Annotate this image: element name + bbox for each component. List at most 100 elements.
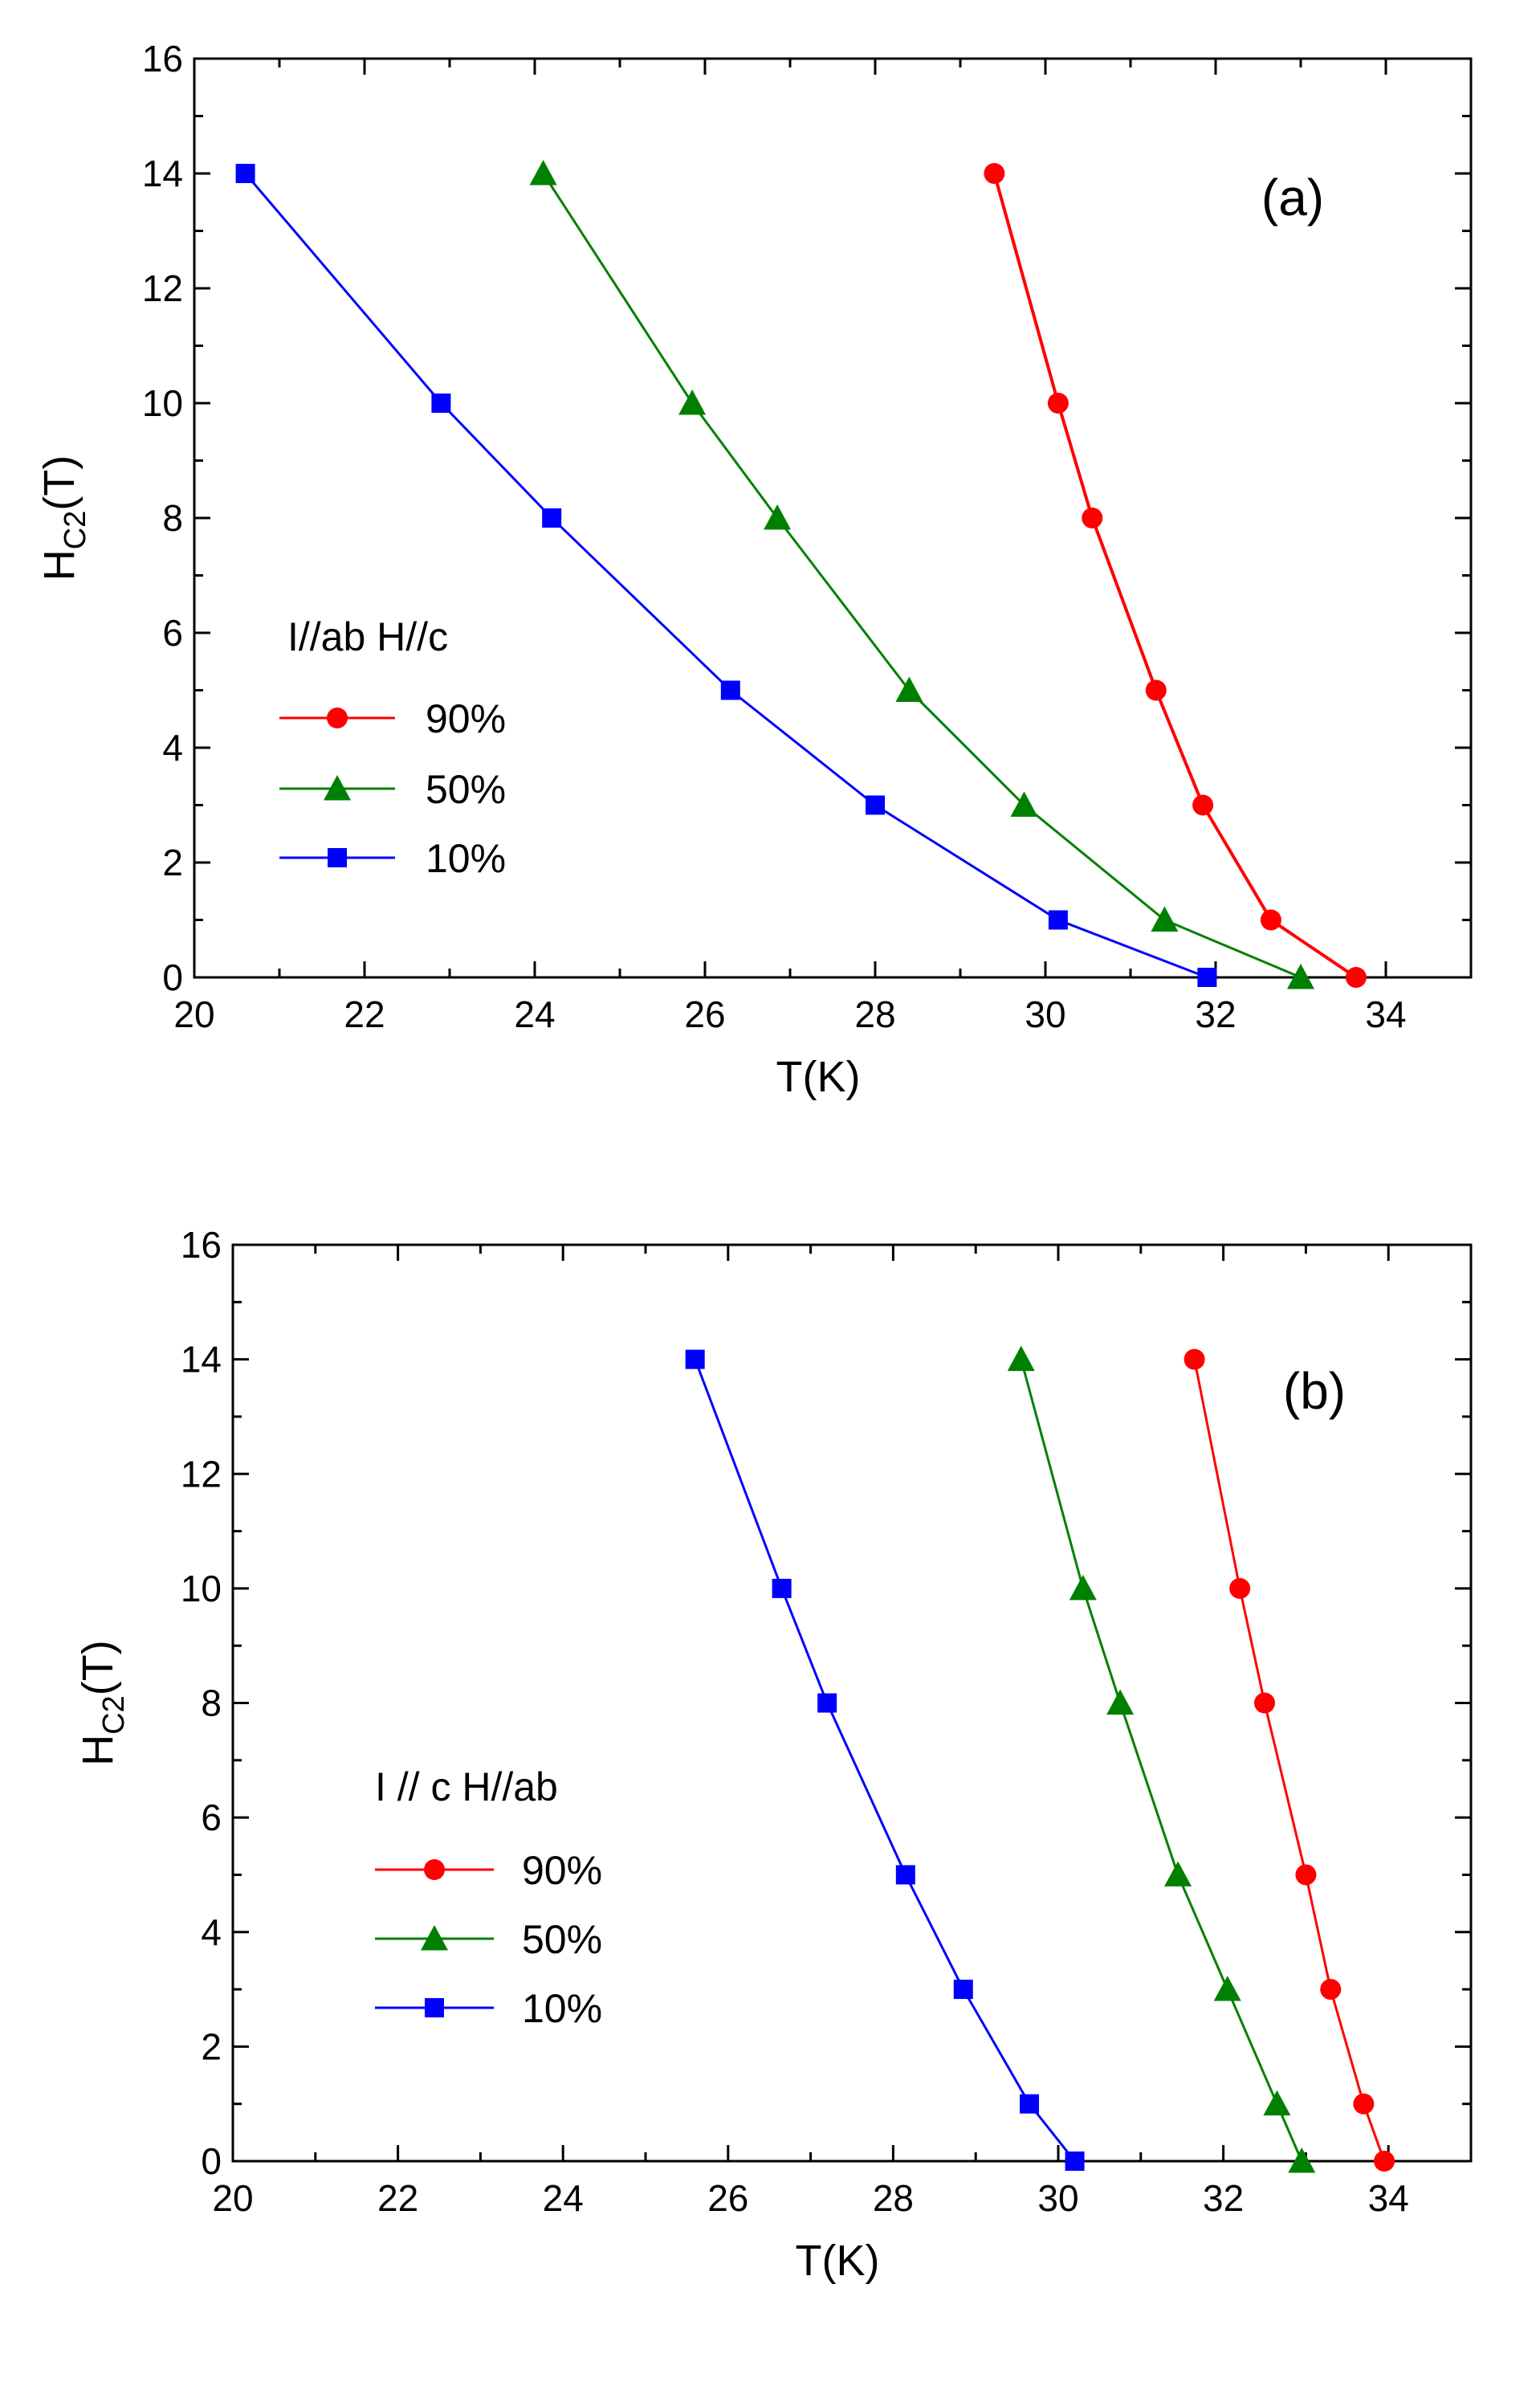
- legend-marker: [328, 848, 347, 867]
- y-tick-label: 12: [181, 1453, 222, 1495]
- legend-marker: [421, 1925, 448, 1951]
- data-point-10%: [1048, 910, 1068, 930]
- data-point-90%: [1229, 1577, 1251, 1599]
- y-tick-label: 8: [162, 497, 183, 539]
- data-point-90%: [1374, 2151, 1395, 2172]
- x-tick-label: 22: [344, 993, 385, 1035]
- y-tick-label: 0: [162, 956, 183, 998]
- panel-a: 20 22 24 26 28 30 32 340246810121416T(K)HC2(T)(…: [35, 38, 1473, 1101]
- data-point-50%: [1106, 1689, 1135, 1715]
- data-point-10%: [235, 164, 255, 183]
- data-point-10%: [772, 1578, 792, 1598]
- x-tick-label: 26: [707, 2177, 748, 2219]
- data-point-10%: [431, 394, 451, 413]
- y-tick-label: 8: [201, 1682, 222, 1724]
- data-point-10%: [953, 1980, 973, 2000]
- data-point-50%: [1263, 2090, 1291, 2116]
- x-axis-title: T(K): [796, 2237, 880, 2285]
- data-point-90%: [1295, 1864, 1317, 1886]
- y-tick-label: 16: [142, 38, 183, 80]
- legend-label: 90%: [426, 696, 506, 741]
- data-point-50%: [1213, 1976, 1241, 2001]
- x-tick-label: 30: [1037, 2177, 1078, 2219]
- data-point-10%: [1020, 2094, 1040, 2114]
- y-tick-label: 14: [142, 153, 183, 194]
- x-tick-label: 34: [1368, 2177, 1409, 2219]
- data-point-90%: [1345, 967, 1367, 988]
- data-point-50%: [764, 504, 792, 530]
- data-point-10%: [817, 1693, 837, 1713]
- data-point-10%: [720, 680, 740, 700]
- legend-marker: [425, 1998, 444, 2017]
- data-point-90%: [984, 163, 1005, 184]
- panel-b: 20 22 24 26 28 30 32 340246810121416T(K)HC2(T)(…: [74, 1224, 1473, 2285]
- series-line-10%: [694, 1359, 1076, 2162]
- y-axis-title: HC2(T): [35, 455, 92, 581]
- y-tick-label: 4: [201, 1911, 222, 1953]
- data-point-90%: [1254, 1692, 1275, 1714]
- legend-title: I//ab H//c: [287, 614, 448, 659]
- legend-marker: [424, 1859, 445, 1880]
- data-point-50%: [1287, 964, 1314, 989]
- x-tick-label: 28: [854, 993, 895, 1035]
- y-tick-label: 10: [181, 1568, 222, 1609]
- data-point-90%: [1192, 794, 1214, 816]
- x-tick-label: 22: [377, 2177, 418, 2219]
- y-tick-label: 6: [201, 1797, 222, 1838]
- data-point-90%: [1260, 909, 1281, 931]
- x-tick-label: 24: [543, 2177, 584, 2219]
- x-tick-label: 24: [514, 993, 555, 1035]
- data-point-50%: [1010, 791, 1038, 817]
- x-tick-label: 28: [873, 2177, 914, 2219]
- y-tick-label: 2: [201, 2025, 222, 2067]
- x-tick-label: 26: [684, 993, 725, 1035]
- y-tick-label: 12: [142, 267, 183, 309]
- y-tick-label: 2: [162, 842, 183, 883]
- data-point-10%: [895, 1865, 915, 1885]
- x-axis-title: T(K): [776, 1053, 861, 1101]
- legend-label: 90%: [522, 1848, 602, 1893]
- y-tick-label: 10: [142, 382, 183, 424]
- x-tick-label: 20: [212, 2177, 253, 2219]
- data-point-50%: [1007, 1345, 1035, 1372]
- data-point-50%: [678, 390, 707, 415]
- legend-title: I // c H//ab: [375, 1764, 558, 1809]
- y-tick-label: 6: [162, 612, 183, 654]
- data-point-90%: [1320, 1979, 1342, 2001]
- data-point-10%: [866, 795, 885, 815]
- series-line-50%: [542, 173, 1302, 979]
- x-tick-label: 30: [1025, 993, 1065, 1035]
- data-point-90%: [1047, 393, 1069, 414]
- data-point-90%: [1184, 1348, 1205, 1370]
- data-point-90%: [1145, 679, 1167, 701]
- legend-label: 10%: [426, 836, 506, 881]
- y-tick-label: 4: [162, 727, 183, 769]
- series-line-50%: [1020, 1359, 1303, 2162]
- x-tick-label: 32: [1195, 993, 1236, 1035]
- legend-marker: [327, 708, 348, 728]
- data-point-10%: [1197, 968, 1217, 987]
- y-tick-label: 0: [201, 2140, 222, 2182]
- data-point-50%: [895, 676, 923, 702]
- data-point-50%: [1151, 906, 1179, 932]
- panel-label: (b): [1283, 1362, 1346, 1420]
- y-tick-label: 16: [181, 1224, 222, 1266]
- data-point-50%: [1069, 1574, 1097, 1601]
- x-tick-label: 34: [1365, 993, 1406, 1035]
- legend-label: 50%: [522, 1917, 602, 1962]
- panel-label: (a): [1261, 169, 1324, 226]
- data-point-10%: [542, 508, 562, 528]
- data-point-10%: [1065, 2152, 1085, 2171]
- data-point-50%: [1288, 2147, 1316, 2173]
- series-line-90%: [1193, 1359, 1386, 2162]
- x-tick-label: 32: [1203, 2177, 1244, 2219]
- x-tick-label: 20: [173, 993, 214, 1035]
- data-point-90%: [1353, 2093, 1375, 2115]
- data-point-50%: [1164, 1861, 1192, 1886]
- data-point-50%: [529, 160, 557, 186]
- y-tick-label: 14: [181, 1339, 222, 1381]
- legend-marker: [324, 775, 351, 801]
- data-point-10%: [685, 1349, 705, 1369]
- series-line-90%: [992, 173, 1358, 979]
